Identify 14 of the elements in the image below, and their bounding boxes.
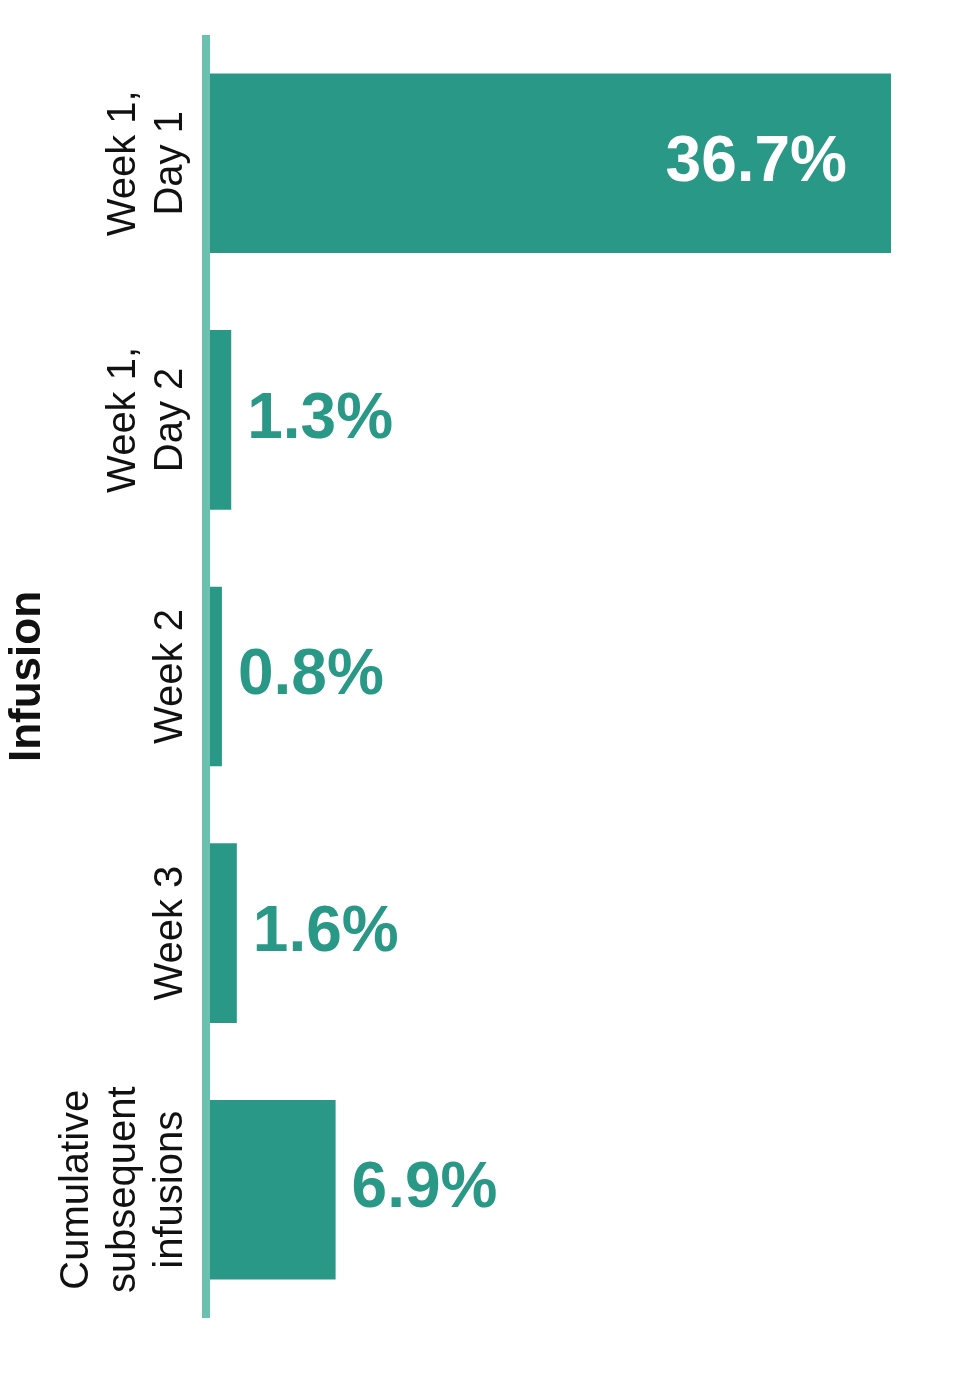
y-tick-label: Week 1, Day 1: [99, 90, 190, 237]
data-label: 1.6%: [252, 892, 399, 965]
bar: [207, 1099, 336, 1280]
data-label: 0.8%: [237, 636, 384, 709]
bar: [207, 843, 237, 1023]
bar: [207, 73, 891, 254]
y-tick-label: Week 3: [146, 865, 190, 1001]
data-label: 6.9%: [351, 1149, 498, 1222]
y-tick-label: Week 1, Day 2: [99, 346, 190, 493]
data-label: 1.3%: [247, 379, 394, 452]
y-axis-title: Infusion: [0, 590, 49, 763]
data-label: 36.7%: [665, 122, 847, 195]
y-tick-label: Week 2: [146, 609, 190, 744]
y-tick-label: Cumulative subsequent infusions: [52, 1086, 190, 1294]
